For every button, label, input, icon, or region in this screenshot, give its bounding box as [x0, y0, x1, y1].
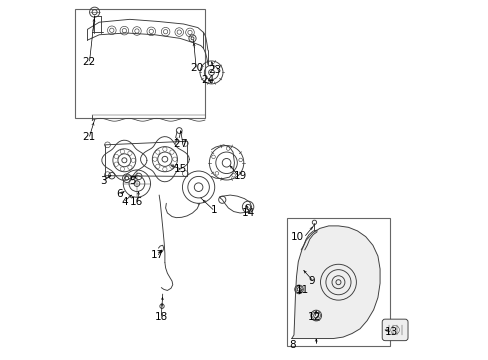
Polygon shape [291, 226, 379, 338]
Bar [286, 218, 389, 346]
Text: 12: 12 [307, 312, 321, 322]
Text: 8: 8 [289, 340, 296, 350]
Text: 10: 10 [290, 232, 304, 242]
Text: 7: 7 [180, 139, 186, 149]
Text: 24: 24 [201, 75, 214, 85]
FancyBboxPatch shape [382, 319, 407, 341]
Text: 9: 9 [308, 276, 315, 286]
Text: 19: 19 [233, 171, 246, 181]
Text: 23: 23 [208, 64, 221, 75]
Text: 3: 3 [101, 176, 107, 186]
Text: 21: 21 [81, 132, 95, 142]
Bar [75, 9, 204, 118]
Text: 20: 20 [190, 63, 203, 73]
Text: 14: 14 [241, 208, 254, 218]
Text: 5: 5 [129, 176, 136, 186]
Text: 18: 18 [154, 312, 167, 322]
Text: 6: 6 [116, 189, 123, 199]
Text: 16: 16 [130, 197, 143, 207]
Text: 22: 22 [81, 57, 95, 67]
Text: 15: 15 [173, 164, 186, 174]
Text: 17: 17 [151, 250, 164, 260]
Text: 4: 4 [121, 197, 127, 207]
Text: 2: 2 [173, 139, 179, 149]
Text: 1: 1 [210, 206, 217, 216]
Text: 11: 11 [295, 285, 308, 296]
Text: 13: 13 [384, 327, 397, 337]
